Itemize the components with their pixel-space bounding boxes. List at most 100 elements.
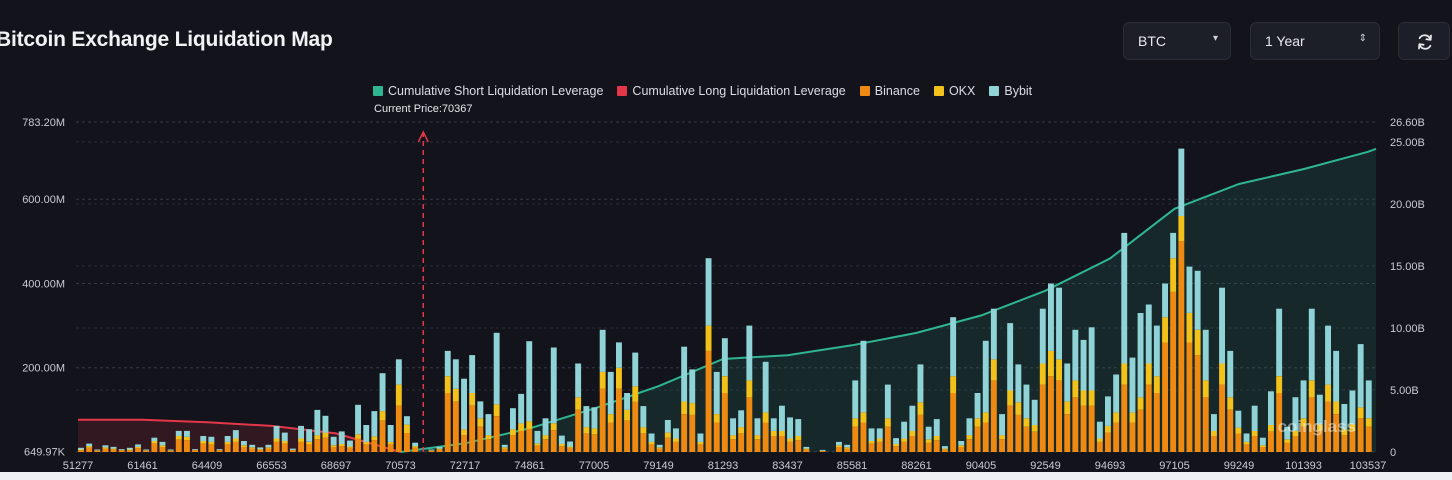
bar-bybit <box>232 430 239 439</box>
bar-binance <box>322 437 329 452</box>
bar-binance <box>591 434 598 452</box>
bar-okx <box>224 441 231 445</box>
bar-okx <box>306 441 313 445</box>
y-right-tick-label: 20.00B <box>1390 199 1425 211</box>
bar-okx <box>567 446 573 448</box>
bar-bybit <box>1211 414 1217 431</box>
bar-binance <box>289 450 296 452</box>
bar-bybit <box>1243 433 1250 442</box>
bar-binance <box>412 447 419 452</box>
bar-okx <box>1235 427 1242 434</box>
bar-okx <box>632 386 639 402</box>
bar-okx <box>942 448 948 450</box>
x-tick-label: 74861 <box>514 460 545 472</box>
bar-bybit <box>982 340 989 413</box>
bar-bybit <box>412 442 419 447</box>
bar-bybit <box>705 258 712 326</box>
bar-bybit <box>175 430 182 436</box>
bar-okx <box>151 441 158 444</box>
legend-item-bybit[interactable]: Bybit <box>989 84 1032 98</box>
bar-binance <box>697 444 704 452</box>
y-right-tick-label: 0 <box>1390 447 1396 459</box>
legend-item-long-cum[interactable]: Cumulative Long Liquidation Leverage <box>617 84 846 98</box>
bar-binance <box>1300 426 1307 452</box>
bar-binance <box>184 440 190 452</box>
bar-binance <box>868 443 875 452</box>
bar-okx <box>1015 402 1022 415</box>
bar-bybit <box>901 421 908 439</box>
legend-label-short-cum: Cumulative Short Liquidation Leverage <box>388 84 604 98</box>
bar-bybit <box>143 449 150 451</box>
bar-binance <box>1153 393 1160 452</box>
bar-okx <box>1276 376 1283 394</box>
x-tick-label: 92549 <box>1030 460 1061 472</box>
refresh-button[interactable] <box>1398 22 1450 60</box>
legend-item-binance[interactable]: Binance <box>859 84 920 98</box>
bar-okx <box>208 441 215 445</box>
bar-binance <box>1219 384 1225 452</box>
y-left-tick-label: 400.00M <box>22 278 65 290</box>
bar-bybit <box>1162 283 1168 318</box>
legend-item-okx[interactable]: OKX <box>933 84 976 98</box>
bar-binance <box>852 426 859 452</box>
y-right-tick-label: 25.00B <box>1390 137 1425 149</box>
bar-bybit <box>624 393 630 410</box>
bar-okx <box>1153 376 1160 394</box>
bar-okx <box>518 423 525 431</box>
bar-binance <box>575 409 582 452</box>
bar-okx <box>1170 258 1177 292</box>
bar-bybit <box>648 433 655 442</box>
x-tick-label: 68697 <box>321 460 352 472</box>
bar-bybit <box>803 446 810 449</box>
bar-okx <box>1357 407 1364 419</box>
bar-okx <box>795 436 802 441</box>
bar-binance <box>143 450 150 452</box>
bar-okx <box>1129 412 1136 423</box>
legend-item-short-cum[interactable]: Cumulative Short Liquidation Leverage <box>373 84 603 98</box>
bar-binance <box>110 449 117 452</box>
bar-bybit <box>1088 327 1095 391</box>
asset-select[interactable]: BTC ▾ <box>1123 22 1231 60</box>
bar-okx <box>1105 425 1111 433</box>
asset-select-value: BTC <box>1138 33 1166 49</box>
bar-binance <box>461 435 467 452</box>
bar-binance <box>1031 431 1038 452</box>
bar-bybit <box>779 405 785 431</box>
bar-okx <box>379 411 386 421</box>
bar-okx <box>917 402 924 415</box>
bar-okx <box>1325 384 1331 402</box>
bar-bybit <box>550 347 557 424</box>
bar-okx <box>591 428 598 435</box>
bar-bybit <box>1357 344 1364 408</box>
bar-binance <box>974 426 981 452</box>
bar-okx <box>1219 363 1225 385</box>
bar-binance <box>721 393 728 452</box>
range-select[interactable]: 1 Year ⇕ <box>1250 22 1380 60</box>
bar-okx <box>656 447 663 449</box>
bar-bybit <box>868 428 875 441</box>
bar-bybit <box>990 308 997 360</box>
bar-bybit <box>1219 287 1225 364</box>
bar-okx <box>689 403 696 415</box>
bar-binance <box>526 428 533 452</box>
legend-label-okx: OKX <box>948 84 976 98</box>
bar-okx <box>1080 390 1087 406</box>
bar-okx <box>1251 430 1258 436</box>
bar-bybit <box>1333 350 1340 402</box>
bar-okx <box>461 429 467 436</box>
bar-okx <box>526 421 533 429</box>
bar-okx <box>395 384 402 406</box>
bar-binance <box>787 441 793 452</box>
bar-bybit <box>966 418 973 436</box>
bar-binance <box>1235 433 1242 452</box>
bar-bybit <box>1137 313 1144 398</box>
bar-binance <box>200 443 207 452</box>
bar-bybit <box>909 405 916 431</box>
bar-binance <box>550 430 557 452</box>
bar-okx <box>469 393 476 406</box>
legend-swatch-long-cum <box>617 86 628 96</box>
bar-okx <box>175 436 182 440</box>
bar-okx <box>1031 425 1038 432</box>
current-price-label: Current Price:70367 <box>374 103 472 115</box>
bar-okx <box>550 423 557 430</box>
